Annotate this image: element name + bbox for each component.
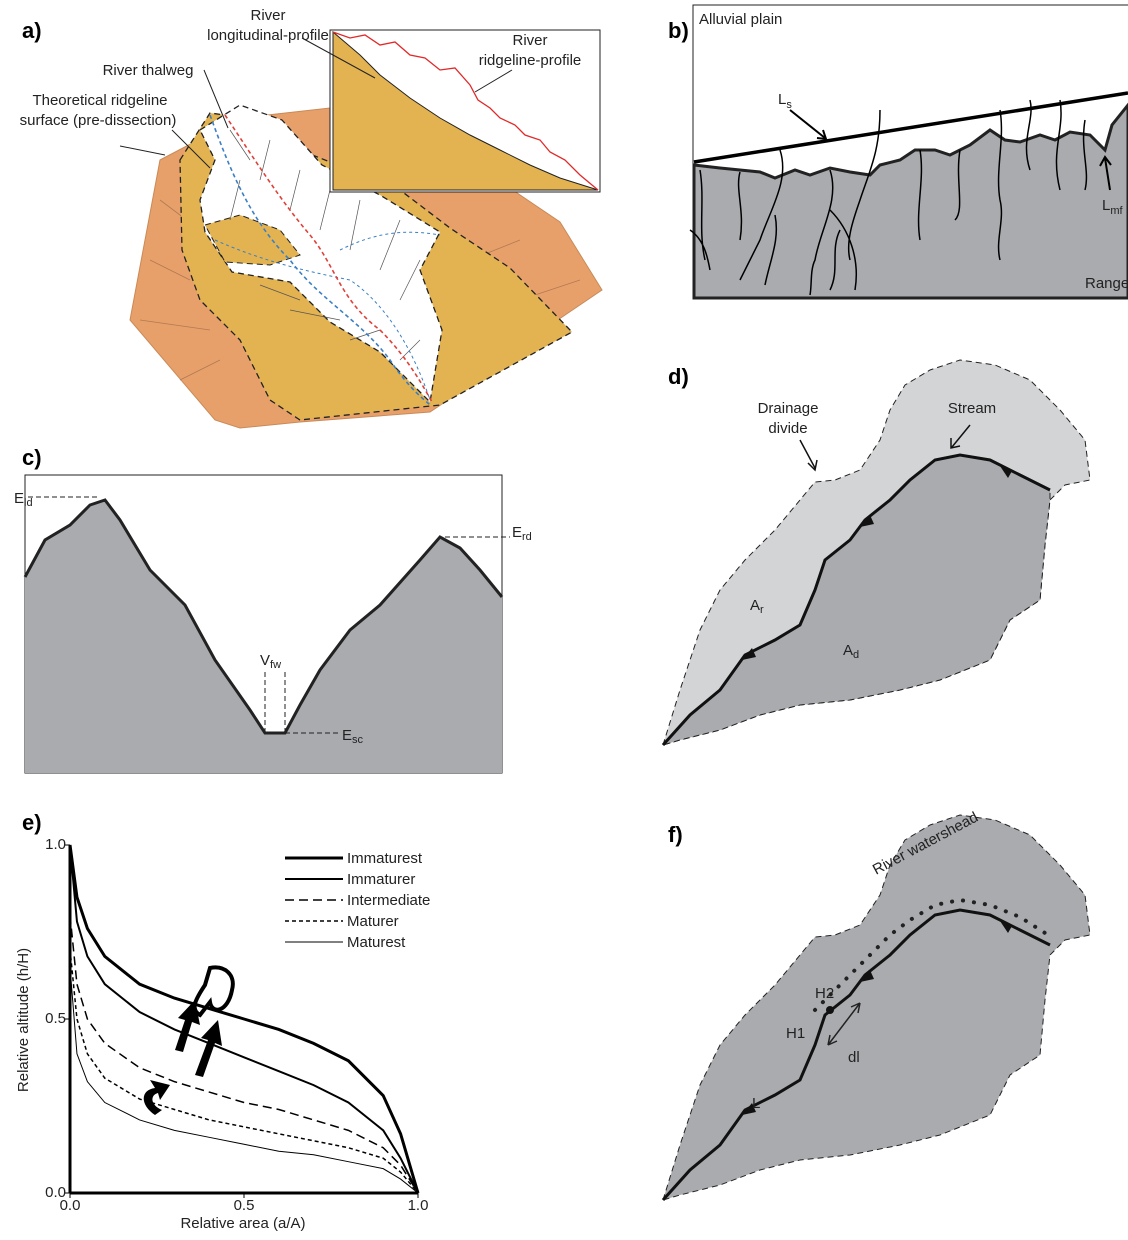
legend-label: Maturer <box>347 913 399 930</box>
annotation: H1 <box>786 1025 805 1042</box>
x-tick-label: 0.5 <box>234 1197 255 1214</box>
curve <box>70 949 418 1193</box>
legend-label: Intermediate <box>347 892 430 909</box>
annotation: River thalweg <box>103 62 194 79</box>
y-tick-label: 0.0 <box>45 1184 66 1201</box>
panel-c: c) Eld Erd Vfw Esc <box>14 445 532 773</box>
legend-label: Maturest <box>347 934 406 951</box>
panel-b: b) Alluvial plain Ls Lmf Range <box>668 5 1128 298</box>
panel-label: b) <box>668 18 689 43</box>
legend-label: Immaturest <box>347 850 423 867</box>
panel-label: a) <box>22 18 42 43</box>
x-tick-label: 1.0 <box>408 1197 429 1214</box>
panel-label: e) <box>22 810 42 835</box>
annotation: Erd <box>512 524 532 543</box>
panel-label: f) <box>668 822 683 847</box>
curve <box>70 915 418 1193</box>
y-axis-label: Relative altitude (h/H) <box>15 948 32 1092</box>
annotation: Stream <box>948 400 996 417</box>
figure: a) Riverlongitudinal-profile Riverridgel… <box>0 0 1128 1240</box>
panel-e: e) Relative area (a/A) Relative altitude… <box>15 810 430 1232</box>
x-axis-label: Relative area (a/A) <box>180 1215 305 1232</box>
panel-label: c) <box>22 445 42 470</box>
point-h1 <box>826 1006 834 1014</box>
panel-label: d) <box>668 364 689 389</box>
annotation: Range <box>1085 275 1128 292</box>
y-tick-label: 0.5 <box>45 1010 66 1027</box>
annotation: dl <box>848 1049 860 1066</box>
y-tick-label: 1.0 <box>45 836 66 853</box>
annotation: L <box>752 1095 760 1112</box>
panel-f: f) River watershead H2 H1 dl L <box>663 809 1090 1200</box>
legend-label: Immaturer <box>347 871 415 888</box>
annotation: H2 <box>815 985 834 1002</box>
annotation: Alluvial plain <box>699 11 782 28</box>
